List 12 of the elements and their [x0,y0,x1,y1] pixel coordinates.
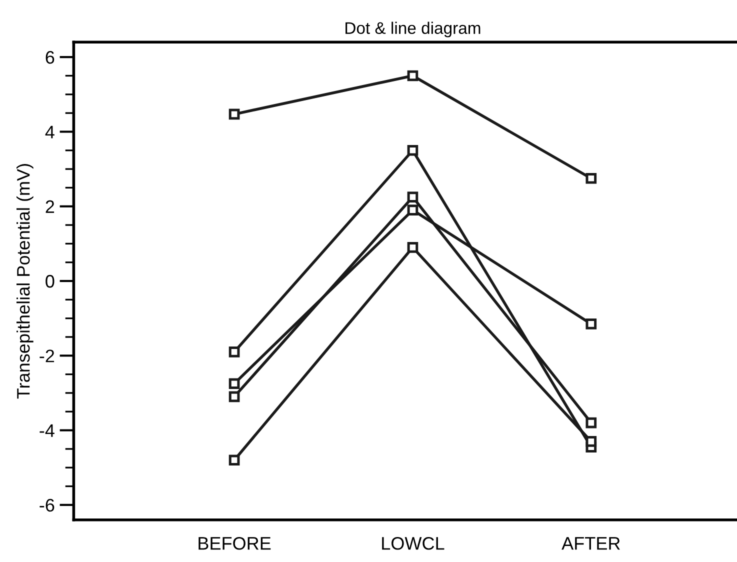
y-tick-label: 6 [46,51,54,64]
y-tick-label: -2 [40,350,54,362]
x-tick-label: BEFORE [198,536,271,550]
y-tick-label: 0 [46,274,54,288]
y-axis-title: Transepithelial Potential (mV) [16,164,34,399]
y-tick-label: -6 [40,498,54,512]
chart-title: Dot & line diagram [346,22,480,38]
x-tick-label: LOWCL [382,536,444,550]
y-tick-label: 4 [45,126,54,138]
y-tick-label: 2 [46,200,54,213]
y-tick-label: -4 [40,424,54,437]
x-tick-label: AFTER [562,537,620,550]
